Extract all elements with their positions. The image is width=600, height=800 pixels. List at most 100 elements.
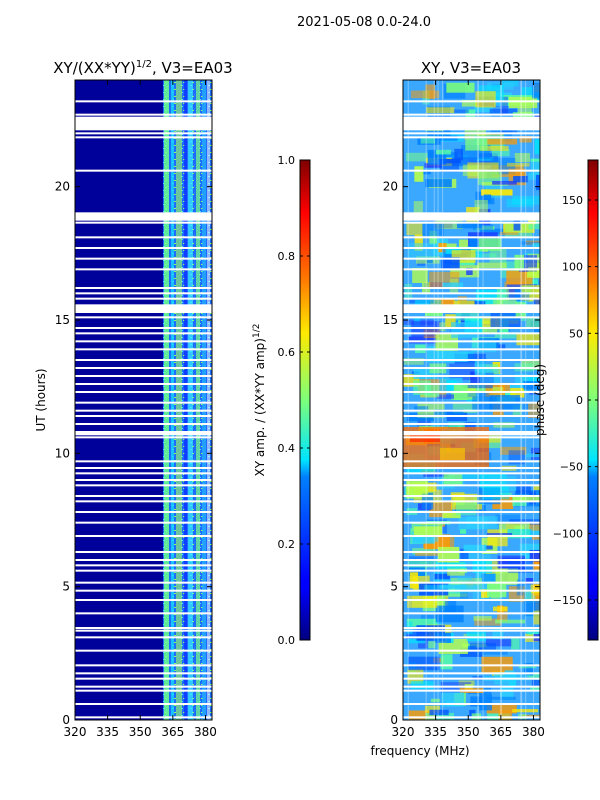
flagged-row [75, 375, 212, 377]
phase-cell [524, 662, 534, 676]
phase-cell [452, 402, 477, 414]
flagged-row [403, 564, 540, 567]
flagged-row [403, 128, 540, 131]
phase-cell [499, 231, 519, 235]
phase-cell [495, 619, 526, 624]
phase-cell [533, 298, 540, 308]
flagged-row [403, 268, 540, 271]
amplitude-colorbar: 0.0 0.2 0.4 0.6 0.8 1.0 XY amp. / (XX*YY amp)… [252, 154, 311, 647]
phase-panel-title: XY, V3=EA03 [421, 59, 521, 77]
phase-cell [509, 384, 527, 391]
phase-cell [408, 336, 438, 344]
amplitude-axes-frame [74, 79, 213, 721]
phase-cell [528, 267, 540, 276]
phase-cell [439, 322, 446, 332]
phase-cell [464, 128, 487, 140]
flagged-row [403, 484, 540, 487]
flagged-row [75, 401, 212, 404]
phase-cell [521, 714, 540, 718]
phase-cell [410, 681, 434, 690]
flagged-row [75, 247, 212, 249]
phase-cell [463, 544, 487, 553]
phase-channel-stripe [425, 80, 427, 720]
flagged-row [75, 564, 212, 567]
phase-cell [426, 107, 455, 114]
flagged-row [403, 297, 540, 300]
flagged-row [403, 401, 540, 404]
phase-cell [476, 650, 508, 655]
phase-cell [426, 259, 433, 264]
phase-cell [438, 344, 447, 358]
flagged-row [403, 113, 540, 116]
flagged-row [75, 316, 212, 319]
flagged-row [75, 359, 212, 361]
phase-cell [532, 561, 540, 572]
flagged-row [403, 664, 540, 667]
flagged-gap [75, 431, 212, 436]
phase-cell [534, 139, 540, 155]
phase-cell [454, 353, 486, 364]
flagged-row [403, 316, 540, 319]
phase-cell [493, 492, 512, 497]
y-tick-label: 10 [55, 446, 70, 460]
flagged-row [75, 685, 212, 688]
colorbar-tick-label: 0.6 [278, 346, 296, 359]
flagged-row [403, 340, 540, 343]
flagged-row [403, 348, 540, 351]
phase-cell [455, 502, 477, 516]
phase-cell [526, 317, 540, 327]
flagged-gap [75, 306, 212, 313]
flagged-row [75, 340, 212, 343]
phase-cell [506, 198, 535, 208]
flagged-row [403, 569, 540, 572]
phase-cell [409, 572, 419, 589]
flagged-row [75, 287, 212, 289]
colorbar-tick-label: 100 [562, 261, 583, 274]
phase-cell [498, 710, 513, 720]
flagged-row [75, 664, 212, 667]
phase-cell [482, 485, 510, 500]
flagged-row [403, 472, 540, 475]
flagged-row [75, 551, 212, 553]
phase-cell [410, 90, 440, 99]
phase-cell [436, 394, 468, 399]
phase-cell [420, 169, 431, 175]
flagged-row [403, 136, 540, 139]
flagged-row [403, 257, 540, 260]
phase-cell [511, 638, 520, 650]
phase-cell [428, 152, 458, 157]
amplitude-heatmap [75, 80, 212, 720]
y-tick-label: 5 [62, 580, 70, 594]
y-tick-label: 20 [55, 180, 70, 194]
flagged-row [403, 423, 540, 425]
phase-heatmap [403, 80, 540, 720]
phase-cell [415, 551, 443, 556]
flagged-gap [403, 431, 540, 436]
phase-cell [466, 630, 486, 642]
phase-channel-stripe [477, 80, 479, 720]
phase-cell [424, 163, 442, 168]
flagged-row [403, 629, 540, 632]
phase-channel-stripe [520, 80, 522, 720]
phase-cell [530, 584, 540, 594]
phase-cell [531, 536, 540, 540]
phase-cell [533, 267, 540, 278]
phase-cell [504, 670, 515, 674]
figure-suptitle: 2021-05-08 0.0-24.0 [297, 15, 431, 30]
amplitude-axis-ticks: 320 335 350 365 380 0 5 10 15 20 [55, 80, 217, 739]
flagged-row [403, 375, 540, 377]
phase-colorbar-label: phase (deg) [533, 364, 547, 436]
phase-cell [532, 82, 540, 99]
flagged-gap [403, 214, 540, 221]
flagged-row [75, 136, 212, 139]
flagged-row [403, 551, 540, 553]
colorbar-tick-label: 1.0 [278, 154, 296, 167]
flagged-row [403, 287, 540, 289]
flagged-row [403, 367, 540, 369]
flagged-row [403, 169, 540, 172]
phase-cell [472, 224, 494, 231]
phase-cell [523, 403, 532, 412]
flagged-row [403, 627, 540, 629]
x-tick-label: 350 [129, 725, 152, 739]
